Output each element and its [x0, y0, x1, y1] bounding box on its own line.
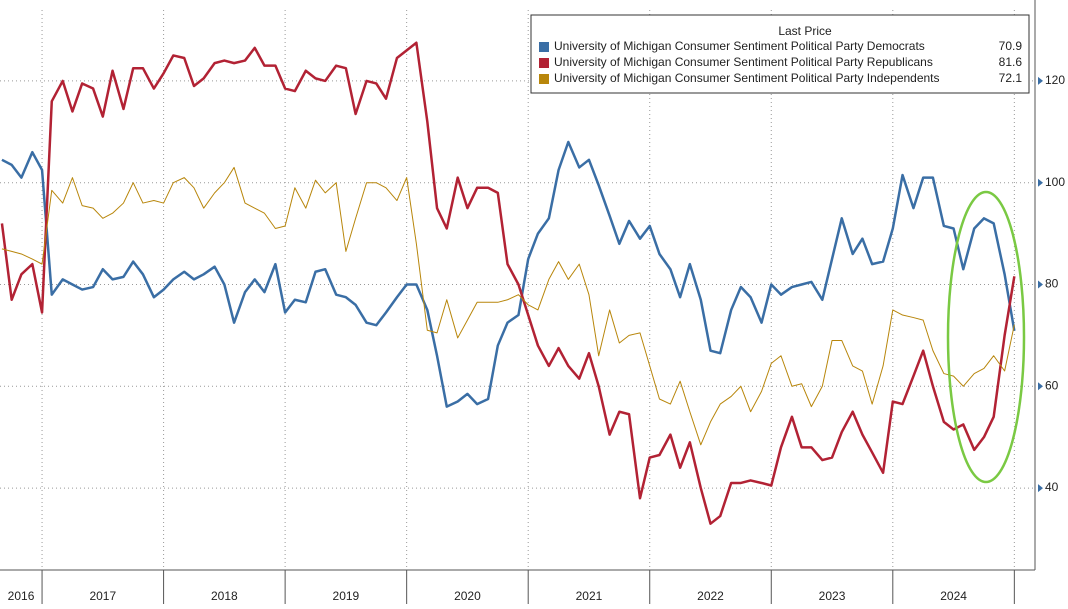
x-tick-label: 2022: [697, 589, 724, 603]
x-tick-label: 2020: [454, 589, 481, 603]
legend-label: University of Michigan Consumer Sentimen…: [554, 39, 925, 53]
series-line: [1, 166, 1015, 446]
x-tick-label: 2023: [819, 589, 846, 603]
legend-value: 72.1: [999, 71, 1023, 85]
y-tick-mark: [1038, 484, 1043, 493]
y-tick-mark: [1038, 76, 1043, 85]
y-tick-mark: [1038, 280, 1043, 289]
y-tick-label: 120: [1045, 73, 1065, 87]
series-line: [0, 41, 1016, 525]
y-tick-label: 80: [1045, 277, 1059, 291]
y-tick-label: 60: [1045, 378, 1059, 392]
legend-label: University of Michigan Consumer Sentimen…: [554, 55, 933, 69]
x-tick-label: 2019: [333, 589, 360, 603]
legend-swatch: [539, 74, 549, 84]
y-tick-label: 40: [1045, 480, 1059, 494]
series-line: [1, 140, 1016, 408]
y-tick-label: 100: [1045, 175, 1065, 189]
legend-title: Last Price: [778, 24, 832, 38]
highlight-ellipse: [946, 190, 1026, 484]
x-tick-label: 2016: [8, 589, 35, 603]
legend-swatch: [539, 42, 549, 52]
legend-value: 70.9: [999, 39, 1023, 53]
legend-value: 81.6: [999, 55, 1023, 69]
y-tick-mark: [1038, 382, 1043, 391]
legend-box: [530, 14, 1030, 94]
x-tick-label: 2021: [576, 589, 603, 603]
x-tick-label: 2024: [940, 589, 967, 603]
x-tick-label: 2018: [211, 589, 238, 603]
legend-swatch: [539, 58, 549, 68]
legend-label: University of Michigan Consumer Sentimen…: [554, 71, 940, 85]
y-tick-mark: [1038, 178, 1043, 187]
x-tick-label: 2017: [89, 589, 116, 603]
